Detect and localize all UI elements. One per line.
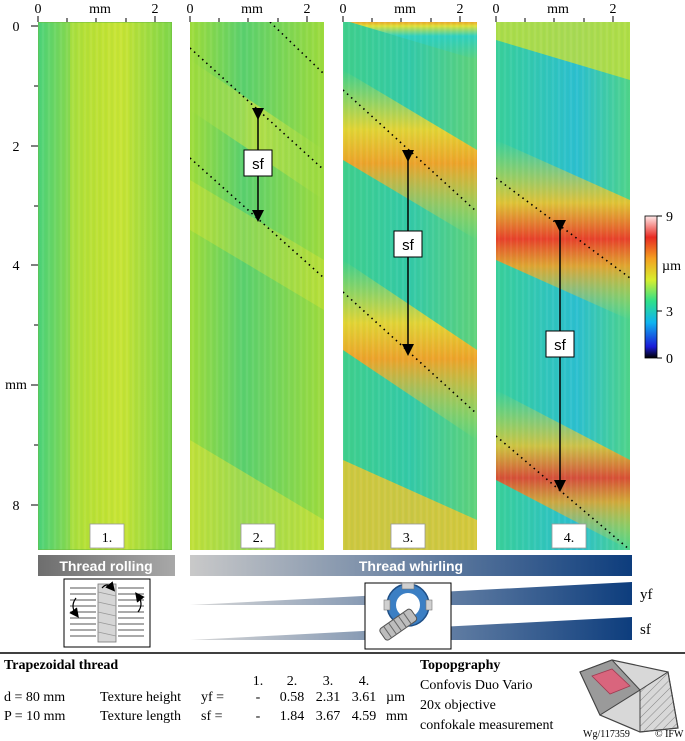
- x-tick-0: 0: [187, 2, 194, 17]
- x-tick-2: 2: [152, 2, 159, 17]
- y-tick-2: 2: [13, 140, 20, 155]
- topography-line-3: confokale measurement: [420, 718, 553, 733]
- x-tick-0: 0: [340, 2, 347, 17]
- x-tick-2: 2: [457, 2, 464, 17]
- length-value-2: 1.84: [280, 709, 305, 724]
- groove-line: [190, 157, 324, 279]
- topography-panel-2: [190, 22, 324, 550]
- x-axis-labels: 0 mm 2 0 mm 2 0 mm 2 0 mm 2: [35, 2, 617, 17]
- process-bar-whirling: Thread whirling: [190, 555, 632, 576]
- topography-info: Topopgraphy Confovis Duo Vario 20x objec…: [420, 658, 553, 733]
- thread-specs: Trapezoidal thread d = 80 mm P = 10 mm 1…: [4, 658, 408, 724]
- footer: Wg/117359 © IFW: [583, 729, 684, 740]
- thread-diameter: d = 80 mm: [4, 690, 65, 705]
- length-value-1: -: [256, 709, 261, 724]
- topography-line-2: 20x objective: [420, 698, 496, 713]
- figure-id: Wg/117359: [583, 729, 630, 740]
- y-tick-8: 8: [13, 499, 20, 514]
- table-header-2: 2.: [287, 674, 298, 689]
- yf-label: yf: [640, 587, 653, 603]
- length-value-4: 4.59: [352, 709, 377, 724]
- sf-label-2: sf: [252, 156, 265, 173]
- groove-line: [269, 22, 324, 75]
- colorbar-min: 0: [666, 352, 673, 367]
- x-tick-0: 0: [493, 2, 500, 17]
- y-tick-4: 4: [13, 259, 20, 274]
- colorbar-max: 9: [666, 210, 673, 225]
- thread-rolling-illustration: [63, 578, 151, 648]
- y-axis-ticks: [31, 25, 38, 506]
- workpiece-sketch: [579, 659, 679, 733]
- colorbar-unit: µm: [662, 259, 681, 274]
- sf-arrow-2: sf: [243, 108, 273, 222]
- row-name-height: Texture height: [100, 690, 181, 705]
- table-header-1: 1.: [253, 674, 264, 689]
- y-axis-labels: 0 2 4 mm 8: [5, 20, 27, 514]
- x-unit: mm: [394, 2, 416, 17]
- sf-label-4: sf: [554, 337, 567, 354]
- sf-arrow-4: sf: [545, 220, 575, 492]
- x-unit: mm: [89, 2, 111, 17]
- panel-number-3: 3.: [403, 531, 414, 546]
- panel-number-4: 4.: [564, 531, 575, 546]
- length-value-3: 3.67: [316, 709, 341, 724]
- x-unit: mm: [547, 2, 569, 17]
- process-bar-rolling: Thread rolling: [38, 555, 175, 576]
- table-header-4: 4.: [359, 674, 370, 689]
- length-unit: mm: [386, 709, 408, 724]
- thread-pitch: P = 10 mm: [4, 709, 66, 724]
- x-tick-2: 2: [304, 2, 311, 17]
- panel-numbers: 1. 2. 3. 4.: [89, 523, 587, 549]
- x-unit: mm: [241, 2, 263, 17]
- y-tick-0: 0: [13, 20, 20, 35]
- row-name-length: Texture length: [100, 709, 181, 724]
- row-symbol-length: sf =: [201, 709, 223, 724]
- sf-arrow-3: sf: [393, 150, 423, 356]
- topography-panel-3: [343, 22, 477, 550]
- panel-number-1: 1.: [102, 531, 113, 546]
- topography-line-1: Confovis Duo Vario: [420, 678, 533, 693]
- panel-number-2: 2.: [253, 531, 264, 546]
- topography-panel-4: [496, 22, 630, 550]
- x-tick-0: 0: [35, 2, 42, 17]
- x-tick-2: 2: [610, 2, 617, 17]
- sf-label-3: sf: [402, 237, 415, 254]
- copyright: © IFW: [655, 729, 684, 740]
- height-value-4: 3.61: [352, 690, 377, 705]
- colorbar: 9 µm 3 0: [644, 210, 681, 367]
- colorbar-mid: 3: [666, 305, 673, 320]
- sf-trend-label: sf: [640, 622, 651, 638]
- row-symbol-height: yf =: [201, 690, 224, 705]
- height-value-1: -: [256, 690, 261, 705]
- table-header-3: 3.: [323, 674, 334, 689]
- x-axis-ticks: [37, 16, 614, 22]
- topography-panel-1: [38, 22, 172, 550]
- thread-whirling-label: Thread whirling: [359, 558, 463, 574]
- height-unit: µm: [386, 690, 405, 705]
- thread-rolling-label: Thread rolling: [59, 558, 152, 574]
- height-value-3: 2.31: [316, 690, 341, 705]
- height-value-2: 0.58: [280, 690, 305, 705]
- thread-whirling-illustration: [364, 582, 452, 650]
- thread-type-title: Trapezoidal thread: [4, 658, 118, 673]
- y-unit: mm: [5, 378, 27, 393]
- topography-title: Topopgraphy: [420, 658, 500, 673]
